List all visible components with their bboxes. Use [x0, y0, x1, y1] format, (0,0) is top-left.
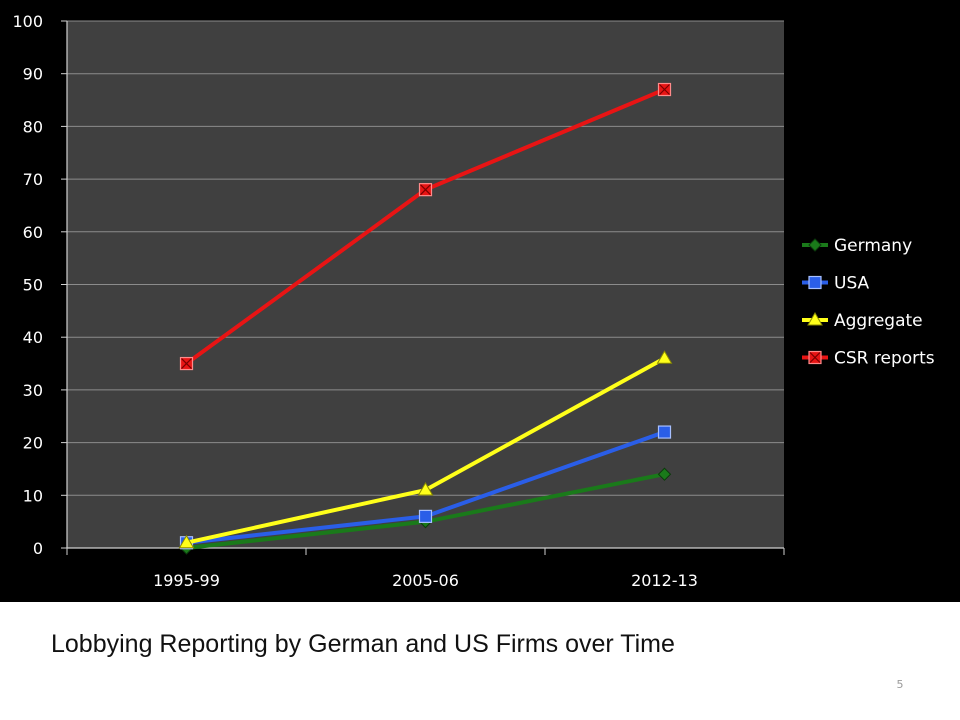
y-tick-label: 70	[23, 170, 43, 189]
square-marker	[657, 425, 672, 439]
legend-label: Aggregate	[834, 311, 923, 331]
y-tick-label: 60	[23, 223, 43, 242]
triangle-marker	[417, 482, 434, 496]
square-marker	[418, 509, 433, 523]
y-tick-label: 90	[23, 65, 43, 84]
y-tick-label: 100	[12, 12, 43, 31]
triangle-marker	[807, 312, 823, 326]
legend-marker	[808, 275, 822, 290]
data-point-aggregate	[417, 482, 434, 496]
legend-item-usa: USA	[802, 274, 870, 294]
diamond-marker	[808, 238, 822, 252]
y-tick-label: 40	[23, 328, 43, 347]
x-mark	[659, 84, 670, 95]
data-point-aggregate	[656, 350, 673, 364]
x-tick-label: 1995-99	[153, 571, 220, 590]
data-point-csr-reports	[418, 183, 433, 197]
diamond-marker	[657, 467, 672, 481]
x-tick-label: 2005-06	[392, 571, 459, 590]
legend-marker	[807, 312, 823, 326]
y-tick-label: 50	[23, 276, 43, 295]
legend-marker	[808, 350, 822, 365]
data-point-germany	[657, 467, 672, 481]
legend-marker	[808, 238, 822, 252]
y-tick-label: 30	[23, 381, 43, 400]
legend-label: CSR reports	[834, 349, 935, 369]
x-mark	[420, 184, 431, 196]
legend-item-germany: Germany	[802, 236, 912, 256]
series-lines	[178, 82, 673, 555]
legend-label: USA	[834, 274, 870, 294]
y-tick-label: 10	[23, 486, 43, 505]
chart-caption: Lobbying Reporting by German and US Firm…	[51, 630, 675, 658]
slide-number: 5	[896, 678, 904, 691]
legend-label: Germany	[834, 236, 912, 256]
data-point-aggregate	[178, 534, 195, 549]
data-point-csr-reports	[657, 82, 672, 97]
legend: Germany USA Aggregate CSR reports	[802, 236, 935, 369]
series-csr-reports	[179, 82, 672, 371]
x-mark	[181, 358, 192, 369]
data-point-usa	[418, 509, 433, 523]
data-point-usa	[657, 425, 672, 439]
legend-item-csr-reports: CSR reports	[802, 349, 935, 369]
y-tick-label: 80	[23, 117, 43, 136]
y-tick-label: 20	[23, 434, 43, 453]
gridlines	[67, 20, 784, 496]
legend-item-aggregate: Aggregate	[802, 311, 923, 331]
chart-area: 0 10 20 30 40 50 60 70 80 90 100 1995-99 2005-06 2012…	[0, 0, 960, 602]
triangle-marker	[178, 534, 195, 549]
x-tick-label: 2012-13	[631, 571, 698, 590]
triangle-marker	[656, 350, 673, 364]
data-point-csr-reports	[179, 356, 194, 371]
square-marker	[808, 275, 822, 290]
x-mark	[809, 352, 821, 363]
series-aggregate	[178, 350, 673, 549]
line-chart: 0 10 20 30 40 50 60 70 80 90 100 1995-99 2005-06 2012…	[12, 12, 935, 590]
y-tick-label: 0	[33, 539, 43, 558]
